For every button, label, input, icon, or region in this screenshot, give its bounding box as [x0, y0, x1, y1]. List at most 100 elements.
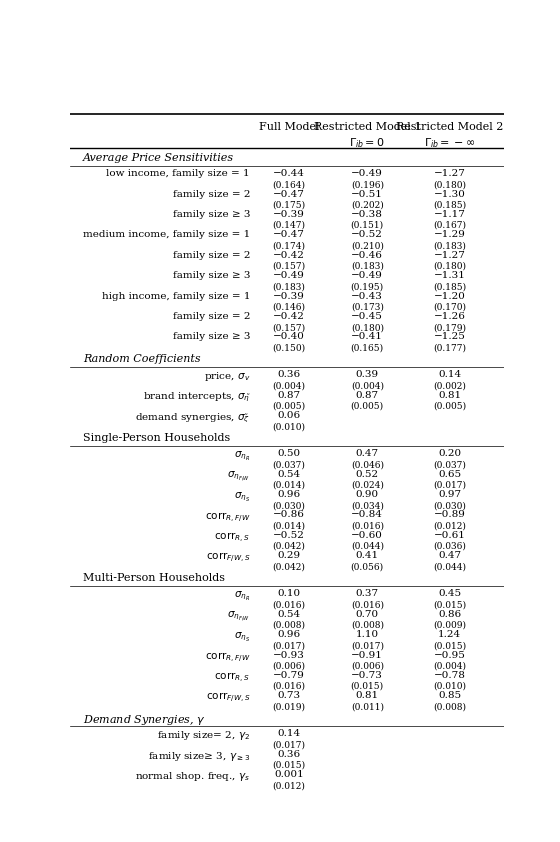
Text: $\mathrm{corr}_{R,F/W}$: $\mathrm{corr}_{R,F/W}$ [204, 651, 250, 664]
Text: (0.165): (0.165) [351, 344, 384, 353]
Text: $\sigma_{\eta_S}$: $\sigma_{\eta_S}$ [234, 490, 250, 503]
Text: (0.005): (0.005) [273, 402, 306, 411]
Text: (0.157): (0.157) [273, 323, 306, 332]
Text: −0.42: −0.42 [273, 251, 305, 260]
Text: 0.81: 0.81 [356, 691, 379, 701]
Text: −0.40: −0.40 [273, 333, 305, 342]
Text: (0.008): (0.008) [351, 621, 384, 630]
Text: high income, family size = 1: high income, family size = 1 [101, 291, 250, 301]
Text: (0.016): (0.016) [351, 600, 384, 610]
Text: (0.037): (0.037) [433, 461, 466, 469]
Text: demand synergies, $\sigma_{\tilde{\zeta}}$: demand synergies, $\sigma_{\tilde{\zeta}… [135, 411, 250, 424]
Text: −0.42: −0.42 [273, 312, 305, 321]
Text: 0.14: 0.14 [278, 729, 301, 738]
Text: (0.044): (0.044) [351, 542, 384, 551]
Text: (0.157): (0.157) [273, 262, 306, 271]
Text: (0.147): (0.147) [273, 221, 306, 230]
Text: −0.89: −0.89 [434, 510, 466, 520]
Text: −1.25: −1.25 [434, 333, 466, 342]
Text: (0.183): (0.183) [351, 262, 384, 271]
Text: −1.31: −1.31 [434, 271, 466, 280]
Text: 0.36: 0.36 [278, 749, 301, 759]
Text: Multi-Person Households: Multi-Person Households [83, 573, 225, 583]
Text: 0.36: 0.36 [278, 370, 301, 380]
Text: (0.015): (0.015) [433, 641, 466, 650]
Text: (0.002): (0.002) [433, 381, 466, 391]
Text: −0.49: −0.49 [351, 169, 383, 179]
Text: (0.017): (0.017) [273, 740, 306, 749]
Text: (0.042): (0.042) [273, 562, 306, 572]
Text: −0.95: −0.95 [434, 651, 466, 659]
Text: 0.54: 0.54 [278, 470, 301, 478]
Text: 0.39: 0.39 [356, 370, 379, 380]
Text: −0.38: −0.38 [351, 210, 383, 219]
Text: (0.015): (0.015) [433, 600, 466, 610]
Text: −1.26: −1.26 [434, 312, 466, 321]
Text: (0.164): (0.164) [273, 180, 306, 189]
Text: $\sigma_{\eta_S}$: $\sigma_{\eta_S}$ [234, 630, 250, 643]
Text: 0.87: 0.87 [278, 391, 301, 400]
Text: (0.030): (0.030) [273, 501, 306, 510]
Text: $\sigma_{\eta_{F/W}}$: $\sigma_{\eta_{F/W}}$ [227, 610, 250, 623]
Text: (0.009): (0.009) [433, 621, 466, 630]
Text: family size ≥ 3: family size ≥ 3 [172, 333, 250, 342]
Text: (0.146): (0.146) [273, 302, 306, 312]
Text: 0.10: 0.10 [278, 589, 301, 598]
Text: family size= 2, $\gamma_2$: family size= 2, $\gamma_2$ [157, 729, 250, 743]
Text: (0.174): (0.174) [273, 242, 306, 250]
Text: −0.61: −0.61 [434, 531, 466, 540]
Text: (0.180): (0.180) [433, 180, 466, 189]
Text: Average Price Sensitivities: Average Price Sensitivities [83, 153, 234, 163]
Text: (0.177): (0.177) [433, 344, 466, 353]
Text: (0.008): (0.008) [273, 621, 306, 630]
Text: −0.79: −0.79 [273, 671, 305, 680]
Text: −0.39: −0.39 [273, 291, 305, 301]
Text: (0.017): (0.017) [273, 641, 306, 650]
Text: −0.93: −0.93 [273, 651, 305, 659]
Text: (0.016): (0.016) [273, 682, 306, 691]
Text: −0.91: −0.91 [351, 651, 383, 659]
Text: $\Gamma_{ib} = 0$: $\Gamma_{ib} = 0$ [349, 136, 385, 151]
Text: −0.86: −0.86 [273, 510, 305, 520]
Text: (0.004): (0.004) [433, 662, 466, 670]
Text: $\sigma_{\eta_R}$: $\sigma_{\eta_R}$ [234, 589, 250, 602]
Text: normal shop. freq., $\gamma_s$: normal shop. freq., $\gamma_s$ [135, 770, 250, 783]
Text: −1.30: −1.30 [434, 189, 466, 199]
Text: Random Coefficients: Random Coefficients [83, 354, 200, 365]
Text: −0.51: −0.51 [351, 189, 383, 199]
Text: (0.005): (0.005) [351, 402, 384, 411]
Text: 0.90: 0.90 [356, 490, 379, 499]
Text: price, $\sigma_v$: price, $\sigma_v$ [204, 370, 250, 383]
Text: $\mathrm{corr}_{R,S}$: $\mathrm{corr}_{R,S}$ [214, 671, 250, 685]
Text: (0.185): (0.185) [433, 200, 466, 210]
Text: −1.29: −1.29 [434, 231, 466, 239]
Text: −0.47: −0.47 [273, 231, 305, 239]
Text: 0.41: 0.41 [356, 552, 379, 560]
Text: (0.012): (0.012) [433, 521, 466, 530]
Text: −0.41: −0.41 [351, 333, 383, 342]
Text: −0.43: −0.43 [351, 291, 383, 301]
Text: 0.29: 0.29 [278, 552, 301, 560]
Text: (0.175): (0.175) [273, 200, 306, 210]
Text: (0.015): (0.015) [351, 682, 384, 691]
Text: 0.65: 0.65 [438, 470, 461, 478]
Text: −0.46: −0.46 [351, 251, 383, 260]
Text: −0.60: −0.60 [351, 531, 383, 540]
Text: (0.010): (0.010) [433, 682, 466, 691]
Text: (0.170): (0.170) [433, 302, 466, 312]
Text: brand intercepts, $\sigma_{\tilde{\eta}}$: brand intercepts, $\sigma_{\tilde{\eta}}… [143, 391, 250, 404]
Text: Restricted Model 2: Restricted Model 2 [396, 122, 503, 132]
Text: (0.034): (0.034) [351, 501, 384, 510]
Text: −0.47: −0.47 [273, 189, 305, 199]
Text: (0.010): (0.010) [273, 423, 306, 431]
Text: (0.004): (0.004) [273, 381, 306, 391]
Text: −1.17: −1.17 [434, 210, 466, 219]
Text: (0.036): (0.036) [433, 542, 466, 551]
Text: (0.196): (0.196) [351, 180, 384, 189]
Text: family size = 2: family size = 2 [172, 251, 250, 260]
Text: 0.14: 0.14 [438, 370, 461, 380]
Text: (0.180): (0.180) [433, 262, 466, 271]
Text: −1.27: −1.27 [434, 169, 466, 179]
Text: 0.37: 0.37 [356, 589, 379, 598]
Text: (0.044): (0.044) [433, 562, 466, 572]
